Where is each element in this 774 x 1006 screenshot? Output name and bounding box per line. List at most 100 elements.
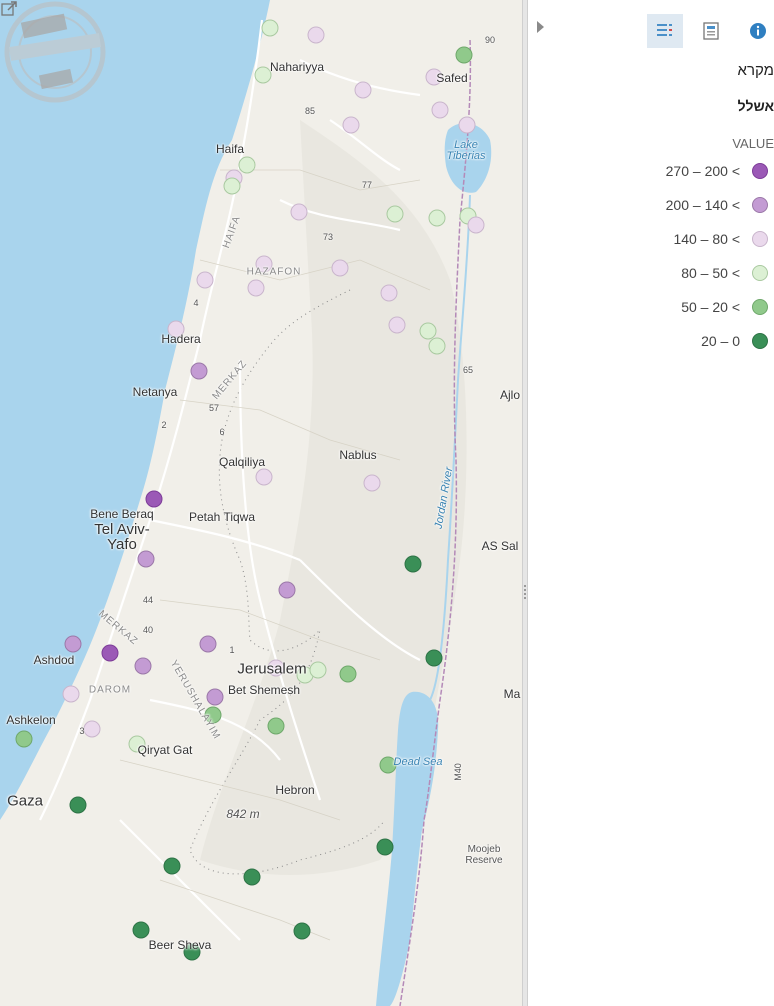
legend-row-label: 80 – 50 < bbox=[681, 265, 740, 281]
data-point[interactable] bbox=[458, 116, 476, 134]
route-90: 90 bbox=[484, 35, 496, 45]
legend-field-name: VALUE bbox=[732, 136, 774, 151]
data-point[interactable] bbox=[309, 661, 327, 679]
data-point[interactable] bbox=[238, 156, 256, 174]
data-point[interactable] bbox=[204, 706, 222, 724]
data-point[interactable] bbox=[467, 216, 485, 234]
label-ashdod: Ashdod bbox=[33, 653, 75, 667]
route-65: 65 bbox=[462, 365, 474, 375]
data-point[interactable] bbox=[261, 19, 279, 37]
data-point[interactable] bbox=[307, 26, 325, 44]
label-haifa: Haifa bbox=[215, 142, 245, 156]
label-tel-aviv: Tel Aviv- Yafo bbox=[94, 521, 150, 553]
legend-list-icon bbox=[657, 24, 672, 36]
route-3: 3 bbox=[79, 726, 85, 736]
data-point[interactable] bbox=[404, 555, 422, 573]
data-point[interactable] bbox=[278, 581, 296, 599]
label-qiryat-gat: Qiryat Gat bbox=[137, 743, 193, 757]
data-point[interactable] bbox=[425, 68, 443, 86]
data-point[interactable] bbox=[379, 756, 397, 774]
data-point[interactable] bbox=[339, 665, 357, 683]
data-point[interactable] bbox=[380, 284, 398, 302]
netfree-watermark bbox=[4, 1, 106, 103]
basemap bbox=[0, 0, 492, 1006]
data-point[interactable] bbox=[69, 796, 87, 814]
data-point[interactable] bbox=[145, 490, 163, 508]
data-point[interactable] bbox=[455, 46, 473, 64]
data-point[interactable] bbox=[267, 659, 285, 677]
legend-layer-name: אשלל bbox=[737, 98, 774, 114]
data-point[interactable] bbox=[354, 81, 372, 99]
splitter-grip-icon[interactable] bbox=[524, 585, 526, 601]
data-point[interactable] bbox=[101, 644, 119, 662]
data-point[interactable] bbox=[247, 279, 265, 297]
label-mujib-reserve: Moojeb Reserve bbox=[465, 844, 503, 866]
data-point[interactable] bbox=[243, 868, 261, 886]
data-point[interactable] bbox=[183, 943, 201, 961]
data-point[interactable] bbox=[190, 362, 208, 380]
label-qalqiliya: Qalqiliya bbox=[218, 455, 266, 469]
data-point[interactable] bbox=[254, 66, 272, 84]
map-view[interactable]: Nahariyya Safed Haifa Lake Tiberias Hade… bbox=[0, 0, 522, 1006]
label-region-hazafon: HAZAFON bbox=[246, 266, 302, 278]
label-region-darom: DAROM bbox=[88, 684, 132, 696]
layers-icon bbox=[703, 22, 719, 40]
data-point[interactable] bbox=[167, 320, 185, 338]
route-4: 4 bbox=[193, 298, 199, 308]
data-point[interactable] bbox=[386, 205, 404, 223]
label-bene-beraq: Bene Beraq bbox=[90, 507, 154, 521]
label-bet-shemesh: Bet Shemesh bbox=[227, 683, 301, 697]
data-point[interactable] bbox=[431, 101, 449, 119]
info-tab-button[interactable] bbox=[740, 14, 774, 48]
data-point[interactable] bbox=[331, 259, 349, 277]
data-point[interactable] bbox=[267, 717, 285, 735]
data-point[interactable] bbox=[196, 271, 214, 289]
label-petah-tiqwa: Petah Tiqwa bbox=[188, 510, 256, 524]
data-point[interactable] bbox=[134, 657, 152, 675]
data-point[interactable] bbox=[132, 921, 150, 939]
data-point[interactable] bbox=[223, 177, 241, 195]
legend-tab-button[interactable] bbox=[647, 14, 683, 48]
hill-shading bbox=[200, 120, 467, 875]
collapse-arrow-icon[interactable] bbox=[537, 21, 544, 33]
data-point[interactable] bbox=[376, 838, 394, 856]
legend-row: 50 – 20 < bbox=[681, 295, 774, 319]
data-point[interactable] bbox=[428, 209, 446, 227]
route-m40: M40 bbox=[453, 763, 463, 781]
data-point[interactable] bbox=[128, 735, 146, 753]
panel-splitter[interactable] bbox=[522, 0, 528, 1006]
data-points-layer bbox=[15, 19, 485, 961]
data-point[interactable] bbox=[255, 255, 273, 273]
data-point[interactable] bbox=[419, 322, 437, 340]
data-point[interactable] bbox=[62, 685, 80, 703]
lake-tiberias bbox=[444, 123, 492, 193]
label-netanya: Netanya bbox=[132, 385, 178, 399]
legend-swatch-icon bbox=[752, 265, 768, 281]
label-ashkelon: Ashkelon bbox=[6, 713, 56, 727]
data-point[interactable] bbox=[137, 550, 155, 568]
layers-tab-button[interactable] bbox=[693, 14, 729, 48]
data-point[interactable] bbox=[64, 635, 82, 653]
legend-swatch-icon bbox=[752, 163, 768, 179]
data-point[interactable] bbox=[293, 922, 311, 940]
data-point[interactable] bbox=[199, 635, 217, 653]
legend-row-label: 20 – 0 bbox=[701, 333, 740, 349]
data-point[interactable] bbox=[255, 468, 273, 486]
legend-swatch-icon bbox=[752, 197, 768, 213]
data-point[interactable] bbox=[388, 316, 406, 334]
data-point[interactable] bbox=[428, 337, 446, 355]
label-beer-sheva: Beer Sheva bbox=[148, 938, 212, 952]
data-point[interactable] bbox=[363, 474, 381, 492]
data-point[interactable] bbox=[15, 730, 33, 748]
label-hadera: Hadera bbox=[161, 332, 201, 346]
route-1: 1 bbox=[229, 645, 235, 655]
data-point[interactable] bbox=[290, 203, 308, 221]
data-point[interactable] bbox=[425, 649, 443, 667]
data-point[interactable] bbox=[206, 688, 224, 706]
data-point[interactable] bbox=[163, 857, 181, 875]
label-hebron: Hebron bbox=[275, 783, 315, 797]
expand-icon[interactable] bbox=[0, 0, 18, 18]
data-point[interactable] bbox=[342, 116, 360, 134]
data-point[interactable] bbox=[83, 720, 101, 738]
legend-row: 270 – 200 < bbox=[666, 159, 774, 183]
